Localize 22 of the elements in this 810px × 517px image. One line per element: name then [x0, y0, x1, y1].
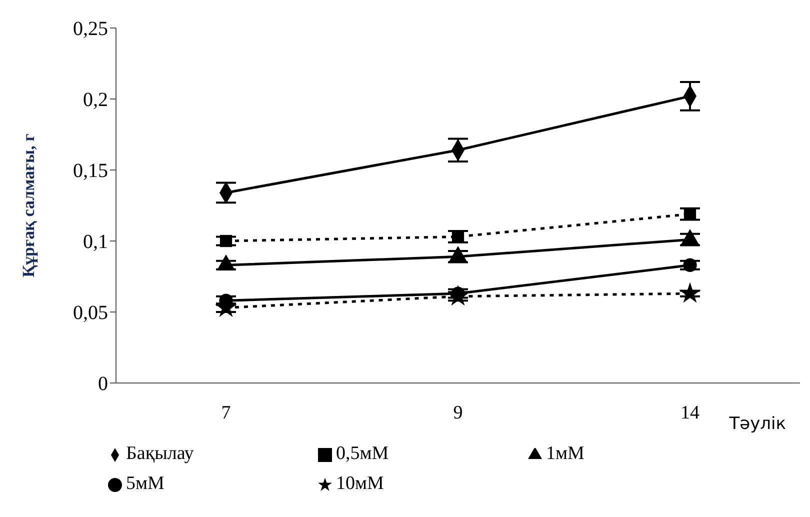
x-tick-label: 14 — [680, 402, 700, 424]
legend-label: Бақылау — [126, 443, 194, 464]
y-tick-label: 0,05 — [73, 302, 108, 324]
point — [684, 208, 696, 220]
legend-label: 5мМ — [126, 473, 164, 494]
y-tick-label: 0 — [98, 373, 108, 396]
y-tick-label: 0,1 — [83, 231, 108, 254]
y-tick-label: 0,15 — [73, 160, 108, 182]
y-tick-label: 0,2 — [83, 89, 108, 112]
point — [683, 258, 697, 272]
legend-label: 10мМ — [336, 473, 384, 494]
x-axis-title: Тәулік — [728, 414, 786, 434]
point — [220, 234, 232, 248]
legend-label: 0,5мМ — [336, 443, 389, 464]
x-tick-label: 7 — [221, 402, 231, 424]
point — [452, 230, 464, 243]
point — [447, 284, 469, 306]
point — [679, 282, 701, 303]
x-tick-label: 9 — [453, 402, 463, 424]
y-axis-title: Құрғақ салмағы, г — [19, 133, 38, 278]
y-tick-label: 0,25 — [73, 18, 108, 40]
legend-label: 1мМ — [546, 443, 584, 464]
